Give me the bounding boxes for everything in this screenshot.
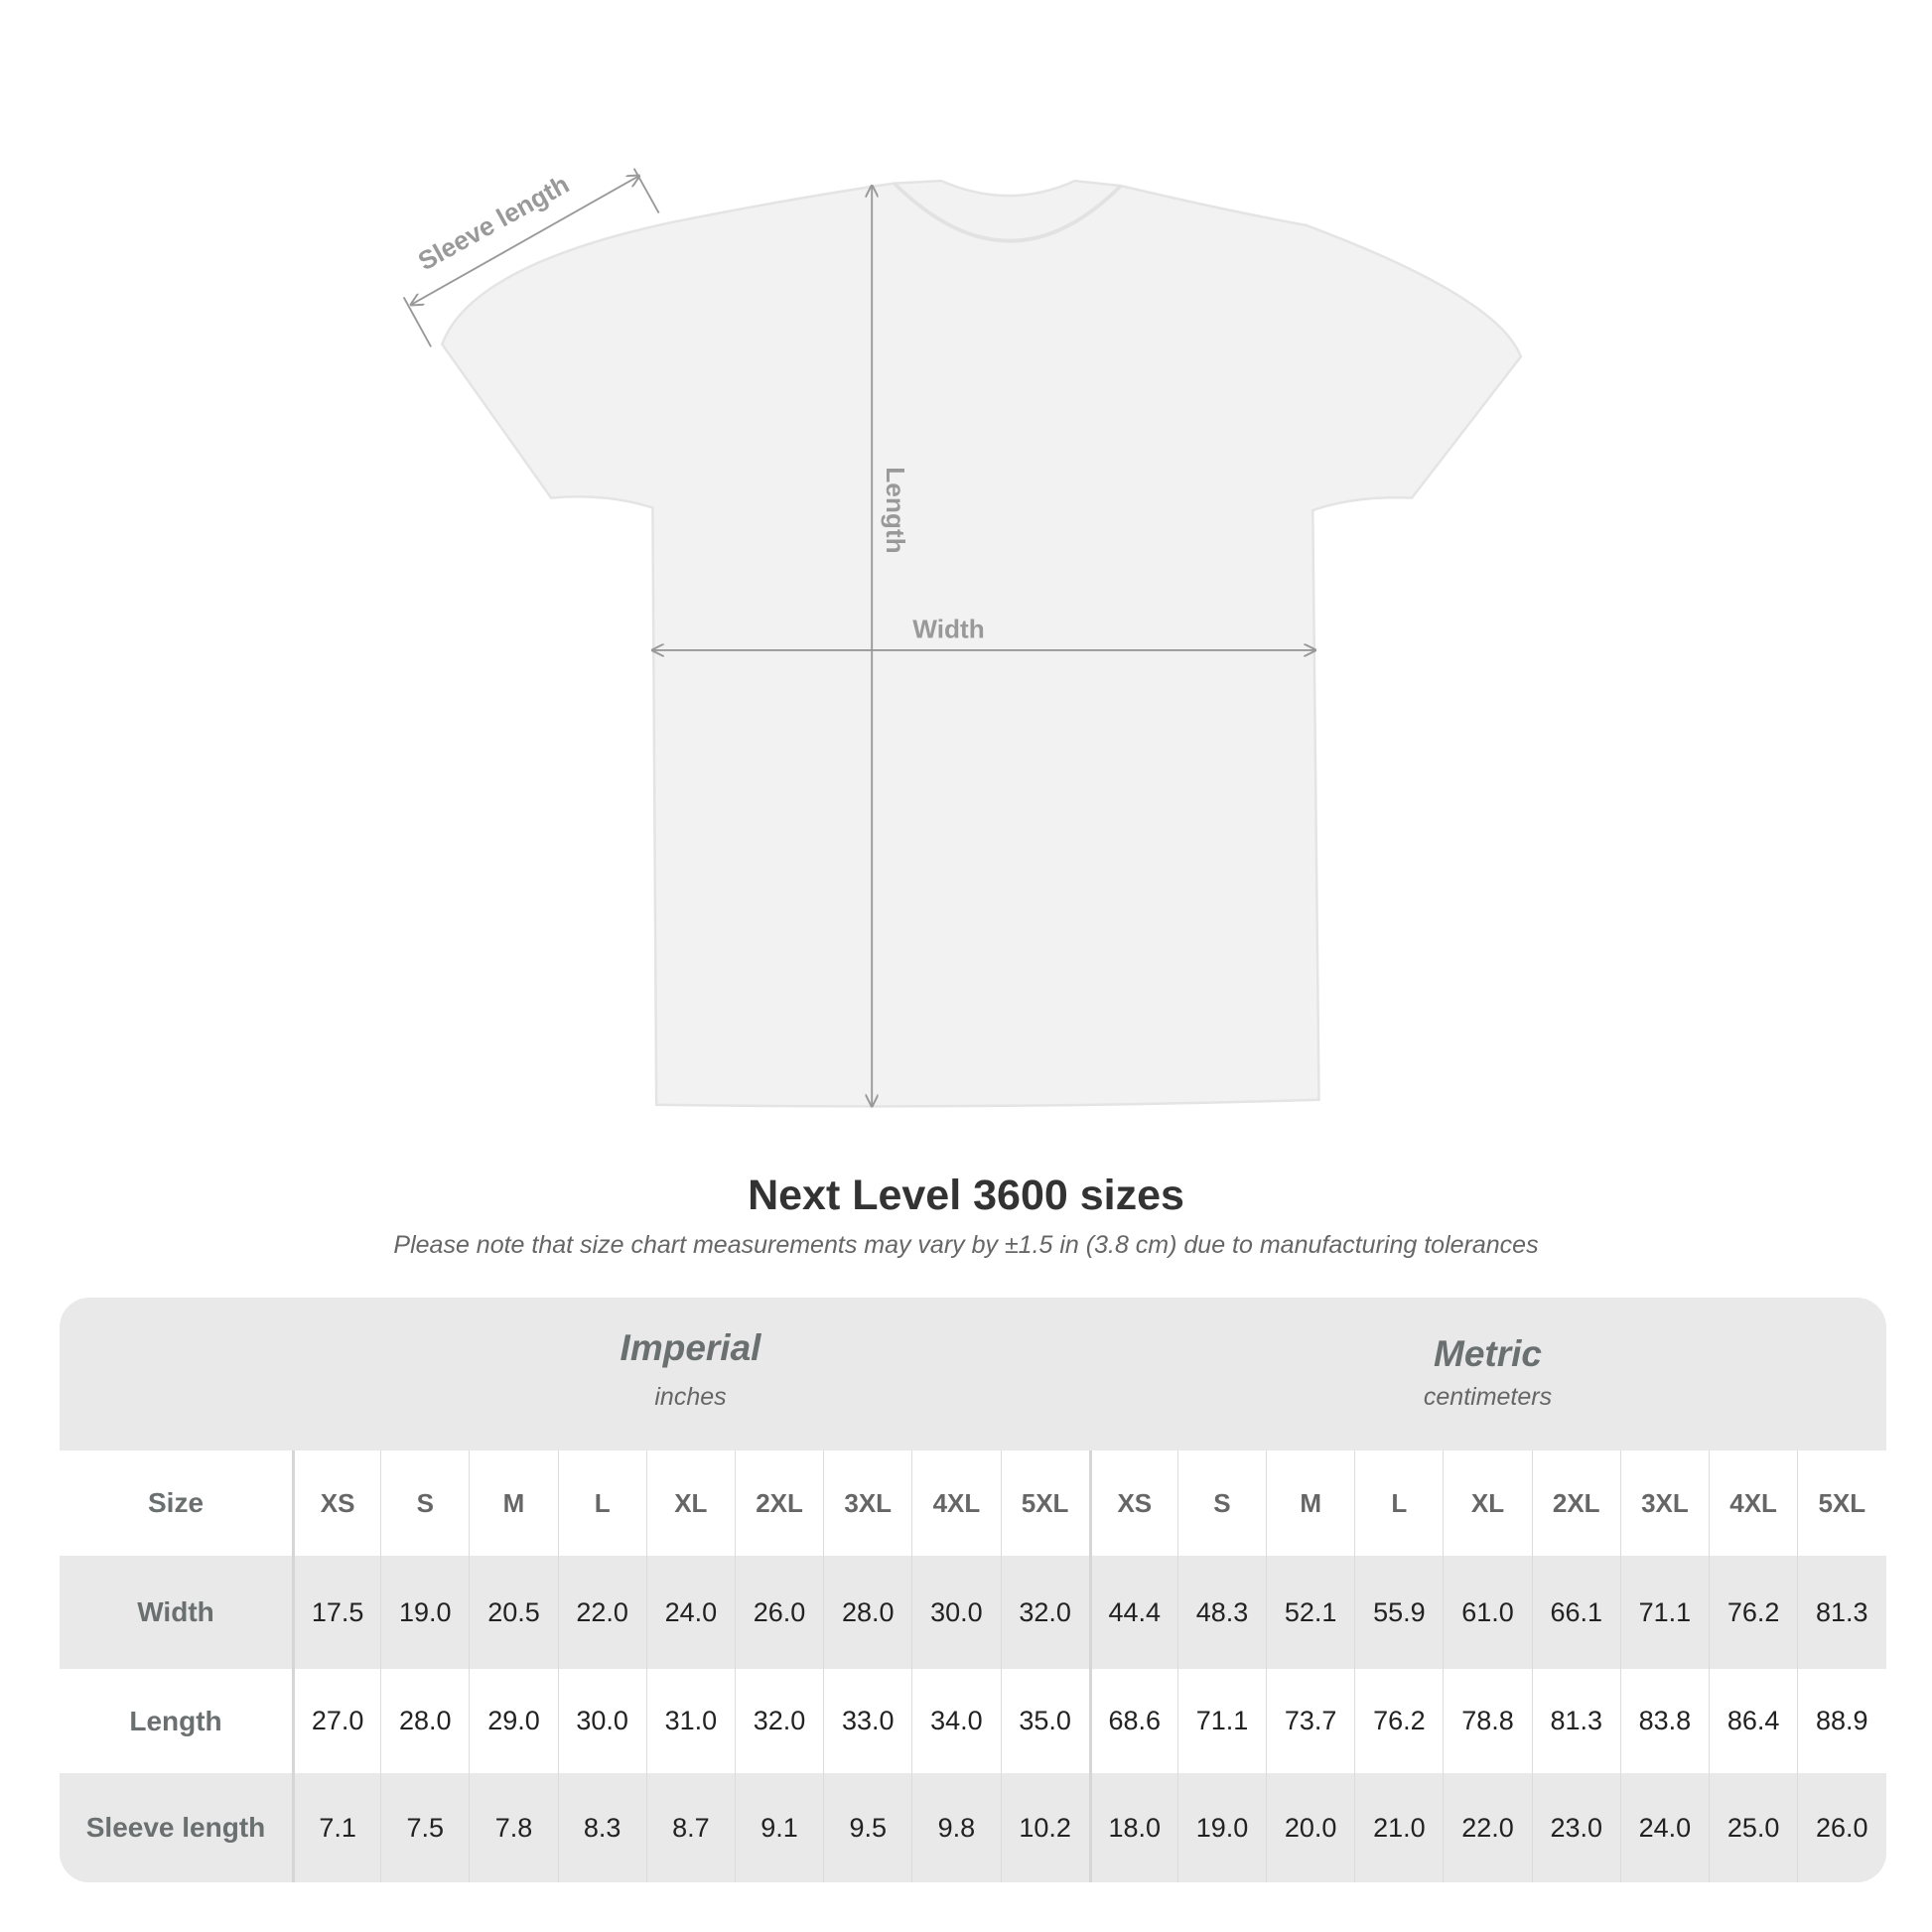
metric-value-cell: 88.9 (1797, 1669, 1885, 1773)
metric-size-header: 4XL (1709, 1450, 1797, 1556)
imperial-value-cell: 26.0 (734, 1556, 823, 1669)
imperial-size-header: 3XL (823, 1450, 911, 1556)
metric-size-header: S (1176, 1450, 1266, 1556)
imperial-value-cell: 24.0 (645, 1556, 735, 1669)
metric-value-cell: 73.7 (1266, 1669, 1354, 1773)
metric-value-cell: 48.3 (1176, 1556, 1266, 1669)
metric-value-cell: 26.0 (1797, 1773, 1885, 1882)
imperial-size-header: S (380, 1450, 469, 1556)
sleeve-length-arrow (411, 176, 639, 305)
metric-value-cell: 86.4 (1709, 1669, 1797, 1773)
imperial-value-cell: 7.1 (292, 1773, 380, 1882)
tshirt-collar (893, 182, 1123, 243)
row-label: Size (147, 1487, 205, 1518)
metric-value-cell: 24.0 (1619, 1773, 1709, 1882)
metric-value-cell: 55.9 (1354, 1556, 1443, 1669)
metric-value-cell: 81.3 (1531, 1669, 1620, 1773)
tolerance-note: Please note that size chart measurements… (393, 1231, 1539, 1259)
metric-value-cell: 68.6 (1088, 1669, 1177, 1773)
imperial-size-header: 2XL (734, 1450, 823, 1556)
imperial-value-cell: 7.5 (380, 1773, 469, 1882)
imperial-value-cell: 22.0 (557, 1556, 646, 1669)
imperial-value-cell: 9.1 (734, 1773, 823, 1882)
imperial-value-cell: 35.0 (1000, 1669, 1089, 1773)
imperial-value-cell: 8.3 (557, 1773, 646, 1882)
imperial-value-cell: 33.0 (823, 1669, 911, 1773)
table-row: Width 17.5 19.0 20.5 22.0 24.0 26.0 28.0 30.0 32.… (60, 1556, 1886, 1669)
imperial-size-header: M (469, 1450, 557, 1556)
imperial-value-cell: 17.5 (292, 1556, 380, 1669)
imperial-value-cell: 30.0 (911, 1556, 1000, 1669)
imperial-value-cell: 9.5 (823, 1773, 911, 1882)
metric-value-cell: 19.0 (1176, 1773, 1266, 1882)
metric-size-header: 5XL (1797, 1450, 1885, 1556)
imperial-size-header: 5XL (1000, 1450, 1089, 1556)
imperial-value-cell: 32.0 (1000, 1556, 1089, 1669)
page-title: Next Level 3600 sizes (748, 1172, 1184, 1219)
imperial-value-cell: 28.0 (823, 1556, 911, 1669)
metric-value-cell: 20.0 (1266, 1773, 1354, 1882)
metric-value-cell: 66.1 (1531, 1556, 1620, 1669)
table-row: Length 27.0 28.0 29.0 30.0 31.0 32.0 33.0 34.0 35… (60, 1669, 1886, 1773)
imperial-value-cell: 30.0 (557, 1669, 646, 1773)
imperial-value-cell: 20.5 (469, 1556, 557, 1669)
imperial-value-cell: 32.0 (734, 1669, 823, 1773)
metric-size-header: L (1354, 1450, 1443, 1556)
row-label: Length (129, 1705, 222, 1736)
imperial-size-header: 4XL (911, 1450, 1000, 1556)
imperial-unit: inches (654, 1383, 727, 1411)
metric-value-cell: 21.0 (1354, 1773, 1443, 1882)
metric-value-cell: 71.1 (1619, 1556, 1709, 1669)
imperial-value-cell: 8.7 (645, 1773, 735, 1882)
metric-size-header: 3XL (1619, 1450, 1709, 1556)
imperial-size-header: L (557, 1450, 646, 1556)
metric-value-cell: 44.4 (1088, 1556, 1177, 1669)
width-label: Width (912, 614, 984, 643)
imperial-value-cell: 19.0 (380, 1556, 469, 1669)
imperial-value-cell: 28.0 (380, 1669, 469, 1773)
imperial-label: Imperial (620, 1327, 761, 1368)
imperial-value-cell: 9.8 (911, 1773, 1000, 1882)
metric-size-header: XL (1443, 1450, 1531, 1556)
metric-value-cell: 61.0 (1443, 1556, 1531, 1669)
metric-size-header: XS (1088, 1450, 1177, 1556)
metric-value-cell: 78.8 (1443, 1669, 1531, 1773)
metric-value-cell: 76.2 (1709, 1556, 1797, 1669)
metric-header: Metric centimeters (1089, 1298, 1886, 1486)
imperial-value-cell: 31.0 (645, 1669, 735, 1773)
metric-value-cell: 71.1 (1176, 1669, 1266, 1773)
metric-size-header: 2XL (1531, 1450, 1620, 1556)
metric-label: Metric (1434, 1333, 1542, 1374)
imperial-value-cell: 27.0 (292, 1669, 380, 1773)
size-table: Imperial inches Metric centimeters Size X… (60, 1298, 1886, 1882)
metric-value-cell: 18.0 (1088, 1773, 1177, 1882)
metric-value-cell: 25.0 (1709, 1773, 1797, 1882)
size-header-row: Size XS S M L XL 2XL 3XL 4XL 5XL XS S M L XL 2XL 3XL 4XL 5… (60, 1450, 1886, 1556)
metric-value-cell: 23.0 (1531, 1773, 1620, 1882)
imperial-size-header: XS (292, 1450, 380, 1556)
imperial-value-cell: 7.8 (469, 1773, 557, 1882)
imperial-value-cell: 29.0 (469, 1669, 557, 1773)
metric-value-cell: 81.3 (1797, 1556, 1885, 1669)
metric-unit: centimeters (1423, 1383, 1553, 1411)
row-label: Width (137, 1596, 214, 1627)
row-label: Sleeve length (85, 1812, 266, 1843)
imperial-value-cell: 34.0 (911, 1669, 1000, 1773)
table-row: Sleeve length 7.1 7.5 7.8 8.3 8.7 9.1 9.5 9.8 10.… (60, 1773, 1886, 1882)
imperial-size-header: XL (645, 1450, 735, 1556)
metric-value-cell: 22.0 (1443, 1773, 1531, 1882)
imperial-value-cell: 10.2 (1000, 1773, 1089, 1882)
metric-value-cell: 83.8 (1619, 1669, 1709, 1773)
metric-value-cell: 52.1 (1266, 1556, 1354, 1669)
metric-value-cell: 76.2 (1354, 1669, 1443, 1773)
imperial-header: Imperial inches (292, 1298, 1089, 1480)
metric-size-header: M (1266, 1450, 1354, 1556)
length-label: Length (881, 467, 910, 553)
